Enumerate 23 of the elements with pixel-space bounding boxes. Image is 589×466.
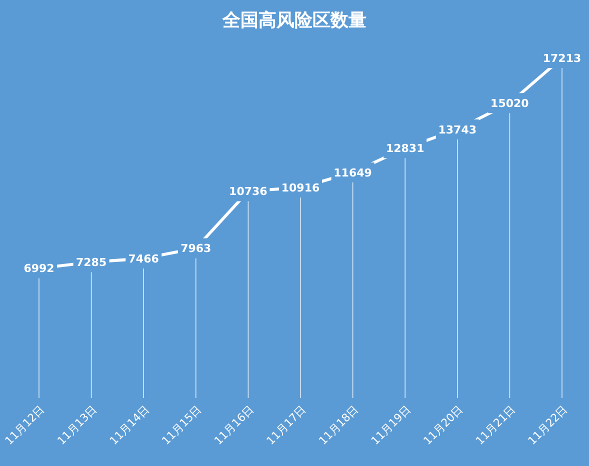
x-tick-label: 11月12日 (2, 402, 48, 448)
x-tick-label: 11月16日 (212, 402, 256, 448)
data-label: 10916 (281, 182, 320, 195)
data-label: 15020 (490, 97, 530, 110)
data-label: 13743 (438, 123, 477, 136)
data-label: 7466 (128, 252, 160, 266)
data-label: 17213 (542, 52, 582, 65)
x-tick-label: 11月14日 (107, 402, 152, 448)
x-tick-label: 11月18日 (316, 402, 361, 448)
data-label: 7963 (180, 242, 212, 256)
x-tick-label: 11月21日 (473, 402, 518, 448)
data-label: 6992 (24, 262, 54, 276)
x-tick-label: 11月15日 (159, 402, 204, 448)
data-label: 11649 (334, 166, 372, 180)
x-tick-label: 11月17日 (264, 402, 309, 448)
x-tick-label: 11月22日 (526, 402, 570, 448)
data-label: 7285 (76, 256, 107, 270)
chart-title: 全国高风险区数量 (222, 10, 366, 31)
data-label: 12831 (386, 142, 424, 156)
x-tick-label: 11月20日 (420, 402, 466, 448)
x-tick-label: 11月13日 (54, 402, 100, 448)
x-tick-label: 11月19日 (368, 402, 414, 448)
data-label: 10736 (229, 185, 268, 198)
